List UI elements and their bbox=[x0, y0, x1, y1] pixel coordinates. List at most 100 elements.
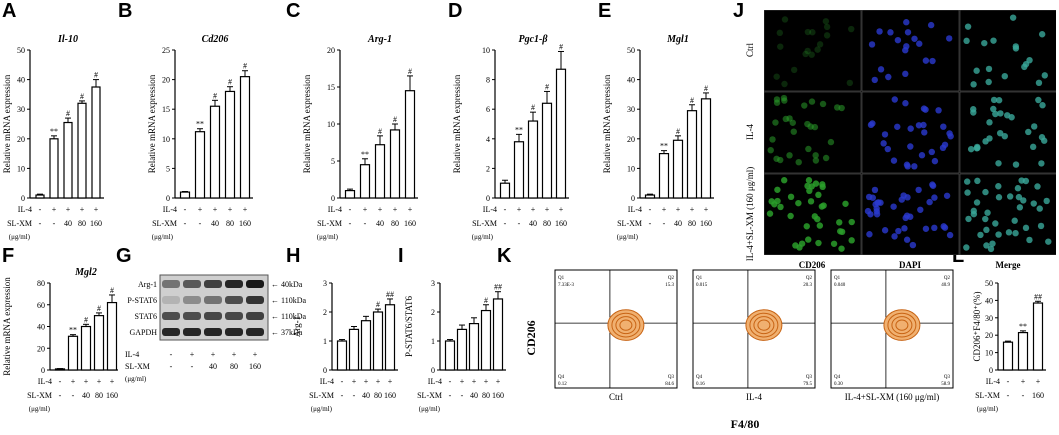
y-tick-label: 10 bbox=[482, 46, 490, 55]
cell-nucleus bbox=[874, 199, 881, 206]
y-axis-label: Arg-1 bbox=[292, 316, 302, 337]
density-contour bbox=[753, 316, 775, 335]
cell-nucleus bbox=[1043, 197, 1050, 205]
quadrant-q1-value: 0.040 bbox=[834, 283, 846, 288]
slxm-dose: 160 bbox=[700, 219, 712, 228]
y-tick-label: 30 bbox=[17, 105, 25, 114]
cell-nucleus bbox=[926, 198, 933, 206]
slxm-label: SL-XM bbox=[617, 219, 642, 228]
quadrant-q3-value: 79.5 bbox=[803, 382, 812, 387]
slxm-dose: 80 bbox=[391, 219, 399, 228]
cell-nucleus bbox=[773, 99, 781, 106]
quadrant-q4-value: 0.30 bbox=[834, 382, 843, 387]
cell-nucleus bbox=[986, 119, 993, 126]
il4-label: IL-4 bbox=[628, 205, 642, 214]
cell-nucleus bbox=[812, 157, 820, 164]
il4-sign: - bbox=[59, 377, 62, 386]
slxm-dose: - bbox=[191, 362, 194, 371]
cell-nucleus bbox=[1022, 60, 1030, 68]
cell-nucleus bbox=[885, 73, 892, 81]
y-tick-label: 40 bbox=[985, 296, 993, 305]
cell-nucleus bbox=[970, 109, 977, 116]
y-tick-label: 50 bbox=[627, 46, 635, 55]
cell-nucleus bbox=[786, 152, 793, 159]
bar bbox=[541, 102, 553, 199]
chart-il10: Il-10 0 10 20 30 40 50 Relative mRNA expression… bbox=[2, 34, 104, 241]
cell-nucleus bbox=[815, 239, 822, 247]
il4-sign: + bbox=[232, 350, 237, 359]
il4-sign: + bbox=[662, 205, 667, 214]
bar bbox=[384, 304, 396, 371]
blot-unit-label: (μg/ml) bbox=[125, 375, 147, 383]
bar bbox=[179, 191, 191, 199]
slxm-dose: 160 bbox=[492, 391, 504, 400]
density-contour bbox=[895, 319, 909, 331]
y-tick-label: 0 bbox=[486, 194, 490, 203]
significance-mark: ** bbox=[1019, 322, 1027, 331]
cell-nucleus bbox=[986, 135, 993, 142]
slxm-dose: 40 bbox=[362, 391, 370, 400]
panel-label-e: E bbox=[598, 0, 612, 22]
y-tick-label: 5 bbox=[166, 164, 170, 173]
cell-nucleus bbox=[781, 177, 788, 184]
bar bbox=[336, 340, 348, 371]
y-tick-label: 40 bbox=[37, 323, 45, 332]
significance-mark: # bbox=[408, 67, 412, 76]
y-tick-label: 15 bbox=[162, 105, 170, 114]
il4-sign: + bbox=[52, 205, 57, 214]
panel-label-g: G bbox=[116, 245, 132, 267]
cell-nucleus bbox=[902, 100, 909, 107]
quadrant-q4-value: 0.16 bbox=[696, 382, 705, 387]
il4-label: IL-4 bbox=[328, 205, 342, 214]
slxm-dose: - bbox=[504, 219, 507, 228]
y-tick-label: 4 bbox=[486, 135, 490, 144]
y-tick-label: 0 bbox=[21, 194, 25, 203]
cell-nucleus bbox=[995, 183, 1002, 190]
significance-mark: # bbox=[704, 84, 708, 93]
blot-band bbox=[183, 280, 201, 288]
cell-nucleus bbox=[1005, 229, 1013, 236]
slxm-dose: 160 bbox=[1032, 391, 1044, 400]
flow-x-label: F4/80 bbox=[731, 417, 760, 431]
slxm-dose: 40 bbox=[674, 219, 682, 228]
cell-nucleus bbox=[890, 157, 898, 164]
cell-nucleus bbox=[964, 178, 971, 185]
cell-nucleus bbox=[777, 43, 784, 50]
density-contour bbox=[891, 316, 913, 335]
cell-nucleus bbox=[804, 120, 811, 128]
bar bbox=[360, 320, 372, 371]
slxm-dose: 160 bbox=[239, 219, 251, 228]
cell-nucleus bbox=[801, 102, 808, 109]
unit-label: (μg/ml) bbox=[472, 233, 494, 241]
micrograph-tile bbox=[861, 91, 960, 174]
slxm-dose: 40 bbox=[376, 219, 384, 228]
bar bbox=[468, 322, 480, 371]
quadrant-q1-value: 7.33E-3 bbox=[558, 283, 574, 288]
y-tick-label: 0 bbox=[431, 366, 435, 375]
cell-nucleus bbox=[876, 28, 883, 35]
flow-plot-label: Ctrl bbox=[609, 392, 624, 402]
quadrant-name: Q1 bbox=[696, 276, 703, 281]
il4-sign: - bbox=[649, 205, 652, 214]
cell-nucleus bbox=[871, 76, 878, 84]
cell-nucleus bbox=[922, 225, 930, 232]
blot-band bbox=[204, 296, 222, 304]
cell-nucleus bbox=[846, 79, 854, 87]
il4-sign: + bbox=[66, 205, 71, 214]
blot-protein-label: GAPDH bbox=[129, 328, 157, 337]
cell-nucleus bbox=[1039, 102, 1046, 109]
chart-mgl2: Mgl2 0 20 40 60 80 Relative mRNA expression ** #… bbox=[2, 267, 118, 413]
density-contour bbox=[619, 319, 633, 331]
significance-mark: # bbox=[66, 109, 70, 118]
chart-title: Cd206 bbox=[202, 34, 229, 45]
y-tick-label: 0 bbox=[323, 366, 327, 375]
slxm-dose: - bbox=[184, 219, 187, 228]
bar bbox=[63, 121, 73, 199]
chart-pgc1b: Pgc1-β 0 2 4 6 8 10 Relative mRNA expression ** #… bbox=[452, 34, 569, 241]
il4-sign: + bbox=[545, 205, 550, 214]
il4-sign: + bbox=[388, 377, 393, 386]
bar bbox=[209, 105, 221, 199]
cell-nucleus bbox=[915, 122, 923, 129]
cell-nucleus bbox=[1015, 193, 1023, 201]
il4-sign: + bbox=[228, 205, 233, 214]
